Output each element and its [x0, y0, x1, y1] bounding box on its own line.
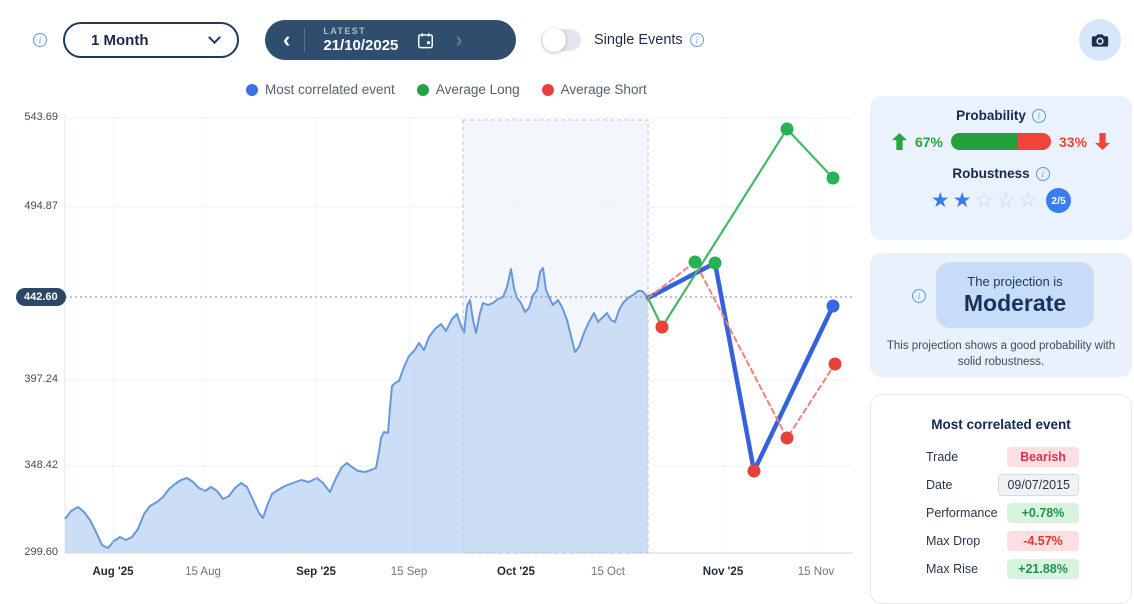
current-price-badge: 442.60 [16, 288, 66, 306]
robustness-info-icon[interactable]: i [1035, 166, 1050, 181]
projection-level-box: The projection is Moderate [936, 262, 1094, 328]
legend-dot-red [541, 83, 554, 96]
probability-bar-down [1018, 133, 1051, 150]
date-display: LATEST 21/10/2025 [323, 26, 398, 54]
calendar-icon [418, 32, 434, 48]
star-icon: ☆ [974, 189, 994, 212]
date-badge: 09/07/2015 [998, 474, 1079, 496]
timeframe-select[interactable]: 1 Month [63, 22, 239, 58]
single-events-toggle[interactable] [541, 28, 581, 52]
max-rise-badge: +21.88% [1007, 559, 1079, 579]
event-row-max-rise: Max Rise +21.88% [926, 559, 1079, 579]
star-icon: ★ [930, 189, 950, 212]
event-row-label: Max Rise [926, 562, 979, 576]
probability-up-value: 67% [914, 133, 943, 150]
previous-date-button[interactable]: ‹ [283, 27, 291, 52]
y-axis-tick: 494.87 [24, 200, 58, 212]
event-row-date: Date 09/07/2015 [926, 474, 1079, 496]
arrow-up-icon [891, 133, 907, 150]
y-axis-tick: 397.24 [24, 373, 58, 385]
x-axis-tick: 15 Nov [797, 566, 835, 578]
x-axis-tick: Aug '25 [92, 566, 134, 578]
timeframe-value: 1 Month [91, 31, 149, 49]
probability-down-value: 33% [1059, 133, 1088, 150]
screenshot-button[interactable] [1079, 19, 1121, 61]
legend-item-most-correlated[interactable]: Most correlated event [246, 82, 395, 97]
single-events-label: Single Events [594, 32, 683, 48]
legend-label: Most correlated event [265, 82, 395, 97]
event-row-trade: Trade Bearish [926, 447, 1079, 467]
legend-item-average-long[interactable]: Average Long [416, 82, 520, 97]
max-drop-badge: -4.57% [1007, 531, 1079, 551]
x-axis-tick: 15 Oct [591, 566, 625, 578]
x-axis-tick: 15 Sep [390, 566, 428, 578]
trade-badge: Bearish [1007, 447, 1079, 467]
probability-info-icon[interactable]: i [1031, 108, 1046, 123]
legend-label: Average Short [560, 82, 647, 97]
next-date-button[interactable]: › [455, 27, 463, 52]
x-axis-tick: 15 Aug [185, 566, 221, 578]
event-row-label: Date [926, 478, 953, 492]
calendar-button[interactable] [416, 31, 435, 50]
event-row-label: Performance [926, 506, 998, 520]
event-row-label: Max Drop [926, 534, 981, 548]
most-correlated-event-card: Most correlated event Trade Bearish Date… [870, 394, 1132, 604]
event-card-title: Most correlated event [931, 417, 1071, 432]
y-axis-tick: 543.69 [24, 111, 58, 123]
chevron-down-icon [208, 30, 221, 44]
probability-title: Probability [956, 108, 1026, 123]
star-icon: ☆ [1018, 189, 1038, 212]
event-row-performance: Performance +0.78% [926, 503, 1079, 523]
chart-legend: Most correlated event Average Long Avera… [246, 82, 647, 97]
y-axis-tick: 299.60 [24, 546, 58, 558]
legend-dot-green [416, 83, 429, 96]
divider [304, 28, 306, 52]
projection-card: i The projection is Moderate This projec… [870, 253, 1132, 377]
x-axis-tick: Nov '25 [702, 566, 744, 578]
projection-info-icon[interactable]: i [912, 289, 926, 303]
x-axis-tick: Sep '25 [296, 566, 336, 578]
probability-bar-up [951, 133, 1018, 150]
single-events-info-icon[interactable]: i [690, 33, 704, 47]
performance-badge: +0.78% [1007, 503, 1079, 523]
legend-item-average-short[interactable]: Average Short [541, 82, 647, 97]
selected-date: 21/10/2025 [323, 37, 399, 54]
robustness-stars: ★ ★ ☆ ☆ ☆ 2/5 [870, 188, 1132, 213]
camera-icon [1091, 34, 1109, 47]
star-icon: ★ [952, 189, 972, 212]
robustness-title: Robustness [952, 166, 1030, 181]
projection-description: This projection shows a good probability… [886, 340, 1116, 368]
event-row-max-drop: Max Drop -4.57% [926, 531, 1079, 551]
robustness-badge: 2/5 [1046, 188, 1072, 213]
toggle-knob [542, 28, 566, 52]
probability-card: Probability i 67% 33% Robustness i ★ ★ ☆ ☆ ☆… [870, 96, 1132, 240]
legend-label: Average Long [435, 82, 520, 97]
event-row-label: Trade [926, 450, 959, 464]
projection-level: Moderate [963, 289, 1067, 316]
arrow-down-icon [1095, 133, 1111, 150]
x-axis-tick: Oct '25 [497, 566, 535, 578]
projection-intro: The projection is [967, 273, 1063, 289]
timeframe-info-icon[interactable]: i [33, 33, 47, 47]
probability-bar [951, 133, 1051, 150]
legend-dot-blue [246, 83, 258, 96]
star-icon: ☆ [996, 189, 1016, 212]
date-navigator: ‹ LATEST 21/10/2025 › [265, 20, 516, 60]
y-axis-tick: 348.42 [24, 459, 58, 471]
latest-label: LATEST [323, 26, 367, 36]
